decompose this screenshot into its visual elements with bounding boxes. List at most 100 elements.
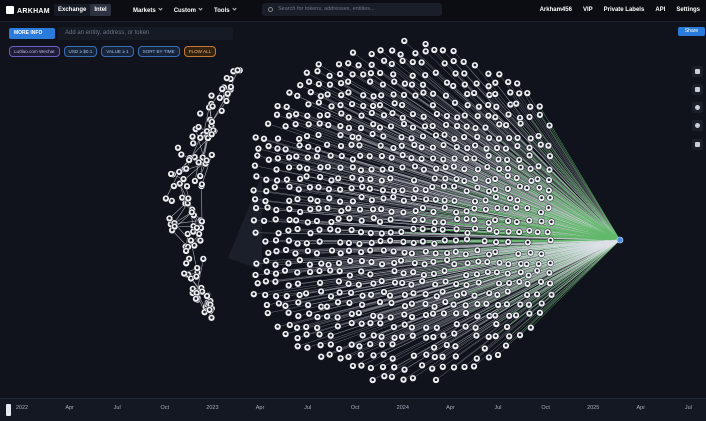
node[interactable]	[461, 81, 468, 88]
node[interactable]	[431, 175, 438, 182]
node[interactable]	[326, 73, 333, 80]
node[interactable]	[261, 218, 268, 225]
node[interactable]	[345, 89, 352, 96]
node[interactable]	[303, 331, 310, 338]
node[interactable]	[463, 216, 470, 223]
node[interactable]	[392, 279, 399, 286]
node[interactable]	[325, 164, 332, 171]
node[interactable]	[442, 175, 449, 182]
node[interactable]	[252, 272, 259, 279]
node[interactable]	[379, 261, 386, 268]
node[interactable]	[263, 278, 270, 285]
node[interactable]	[547, 153, 554, 160]
node[interactable]	[399, 187, 406, 194]
node[interactable]	[282, 146, 289, 153]
node[interactable]	[305, 121, 312, 128]
node[interactable]	[411, 217, 418, 224]
node[interactable]	[204, 293, 211, 300]
node[interactable]	[474, 271, 481, 278]
node[interactable]	[496, 121, 503, 128]
node[interactable]	[252, 196, 259, 203]
node[interactable]	[409, 250, 416, 257]
node[interactable]	[433, 324, 440, 331]
node[interactable]	[389, 374, 396, 381]
node[interactable]	[450, 301, 457, 308]
node[interactable]	[345, 78, 352, 85]
node[interactable]	[517, 332, 524, 339]
node[interactable]	[538, 195, 545, 202]
node[interactable]	[495, 352, 502, 359]
node[interactable]	[494, 292, 501, 299]
node[interactable]	[422, 123, 429, 130]
node[interactable]	[338, 208, 345, 215]
search[interactable]: Search for tokens, addresses, entities..…	[262, 3, 442, 16]
node[interactable]	[473, 332, 480, 339]
node[interactable]	[388, 123, 395, 130]
node[interactable]	[326, 195, 333, 202]
node[interactable]	[358, 176, 365, 183]
node[interactable]	[324, 205, 331, 212]
node[interactable]	[410, 375, 417, 382]
nav-link[interactable]: Settings	[676, 7, 700, 13]
node[interactable]	[506, 333, 513, 340]
node[interactable]	[400, 376, 407, 383]
node[interactable]	[317, 342, 324, 349]
node[interactable]	[422, 291, 429, 298]
node[interactable]	[356, 343, 363, 350]
node[interactable]	[419, 226, 426, 233]
node[interactable]	[548, 291, 555, 298]
node[interactable]	[433, 293, 440, 300]
node[interactable]	[439, 288, 446, 295]
node[interactable]	[358, 362, 365, 369]
node[interactable]	[493, 321, 500, 328]
node[interactable]	[451, 135, 458, 142]
node[interactable]	[496, 280, 503, 287]
node[interactable]	[263, 188, 270, 195]
node[interactable]	[440, 332, 447, 339]
node[interactable]	[453, 144, 460, 151]
node[interactable]	[462, 251, 469, 258]
node[interactable]	[475, 258, 482, 265]
node[interactable]	[283, 104, 290, 111]
node[interactable]	[325, 122, 332, 129]
node[interactable]	[307, 206, 314, 213]
node[interactable]	[379, 341, 386, 348]
node[interactable]	[188, 209, 195, 216]
node[interactable]	[292, 121, 299, 128]
node[interactable]	[463, 282, 470, 289]
node[interactable]	[295, 186, 302, 193]
node[interactable]	[484, 164, 491, 171]
node[interactable]	[402, 303, 409, 310]
node[interactable]	[451, 155, 458, 162]
node[interactable]	[451, 261, 458, 268]
node[interactable]	[327, 267, 334, 274]
node[interactable]	[474, 247, 481, 254]
node[interactable]	[412, 163, 419, 170]
node[interactable]	[409, 300, 416, 307]
node[interactable]	[350, 198, 357, 205]
node[interactable]	[401, 366, 408, 373]
node[interactable]	[359, 302, 366, 309]
node[interactable]	[443, 92, 450, 99]
node[interactable]	[453, 310, 460, 317]
node[interactable]	[305, 248, 312, 255]
node[interactable]	[505, 261, 512, 268]
node[interactable]	[545, 205, 552, 212]
node[interactable]	[399, 164, 406, 171]
node[interactable]	[348, 227, 355, 234]
node[interactable]	[433, 132, 440, 139]
node[interactable]	[262, 238, 269, 245]
node[interactable]	[200, 256, 207, 263]
node[interactable]	[273, 207, 280, 214]
node[interactable]	[442, 164, 449, 171]
node[interactable]	[338, 80, 345, 87]
node[interactable]	[430, 102, 437, 109]
menu[interactable]: Markets	[133, 7, 162, 14]
node[interactable]	[314, 68, 321, 75]
node[interactable]	[431, 303, 438, 310]
node[interactable]	[452, 353, 459, 360]
more-info-button[interactable]: MORE INFO	[9, 28, 55, 39]
node[interactable]	[453, 237, 460, 244]
node[interactable]	[454, 216, 461, 223]
node[interactable]	[390, 248, 397, 255]
